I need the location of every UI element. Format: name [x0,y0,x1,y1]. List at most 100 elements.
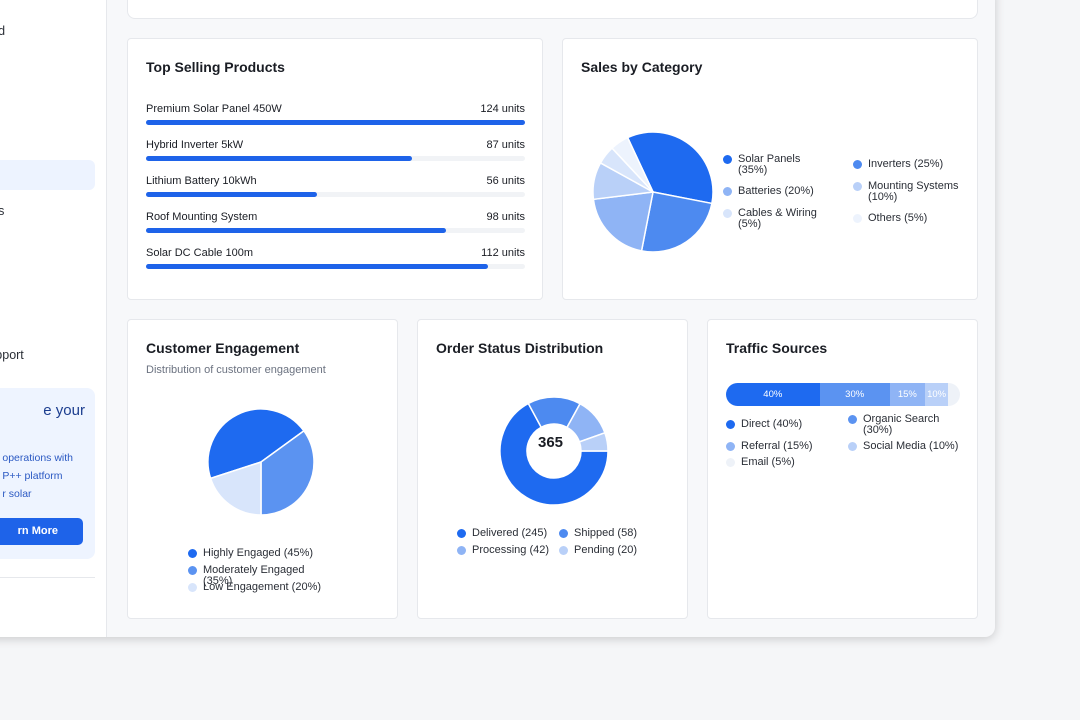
legend-label: Others (5%) [868,212,928,224]
sidebar-item-messages[interactable]: ges [0,232,95,262]
legend-label: Shipped (58) [574,527,637,539]
pie-slice [640,191,713,253]
sidebar-item-label: oard [0,24,6,38]
legend-dot [726,442,735,451]
product-name: Premium Solar Panel 450W [146,103,282,115]
traffic-segment: 40% [726,383,820,406]
card-title: Top Selling Products [146,59,285,75]
legend-dot [723,209,732,218]
legend-dot [188,549,197,558]
traffic-segment: 15% [889,383,925,406]
product-units: 112 units [481,247,525,259]
traffic-segment [948,383,960,406]
donut-total: 365 [538,434,564,451]
legend-dot [853,214,862,223]
legend-dot [848,415,857,424]
legend-dot [188,583,197,592]
legend-label: Direct (40%) [741,418,803,430]
learn-more-button[interactable]: rn More [0,518,83,545]
sidebar-item-products[interactable]: cts [0,52,95,82]
product-bar-track [146,228,525,233]
product-units: 87 units [486,139,525,151]
traffic-stacked-bar: 40% 30% 15% 10% [726,383,960,406]
product-row: Hybrid Inverter 5kW 87 units [146,139,525,169]
pie-slice [592,191,654,252]
card-title: Traffic Sources [726,340,828,356]
top-card [127,0,978,19]
sales-pie-chart [592,131,714,253]
pie-slice [209,460,262,516]
legend-dot [853,160,862,169]
legend-dot [559,546,568,555]
order-donut-chart [499,396,609,506]
legend-label: Processing (42) [472,544,550,556]
product-name: Solar DC Cable 100m [146,247,253,259]
product-bar [146,228,446,233]
legend-label: Moderately Engaged (35%) [203,564,305,587]
logout-link[interactable]: ut [0,602,8,614]
legend-dot [457,529,466,538]
legend-dot [559,529,568,538]
legend-label: Referral (15%) [741,440,813,452]
sidebar: oard cts ory s cs ners ges gs Support e your ope… [0,0,107,637]
legend-label: Inverters (25%) [868,158,944,170]
product-bar [146,156,412,161]
product-row: Roof Mounting System 98 units [146,211,525,241]
product-bar [146,120,525,125]
engagement-card: Customer Engagement Distribution of cust… [127,319,398,619]
sidebar-divider [0,577,95,578]
pie-slice [611,136,654,193]
legend-label: Pending (20) [574,544,637,556]
legend-label: Mounting Systems (10%) [868,180,959,203]
product-bar-track [146,156,525,161]
product-bar [146,264,489,269]
product-row: Lithium Battery 10kWh 56 units [146,175,525,205]
sidebar-item-inventory[interactable]: ory [0,88,95,118]
card-subtitle: Distribution of customer engagement [146,364,326,376]
engagement-pie-chart [207,408,315,516]
legend-label: Batteries (20%) [738,185,814,197]
product-row: Premium Solar Panel 450W 124 units [146,103,525,133]
legend-dot [726,458,735,467]
product-name: Lithium Battery 10kWh [146,175,257,187]
legend-dot [723,155,732,164]
promo-title: e your [43,402,85,419]
sidebar-item-dashboard[interactable]: oard [0,16,95,46]
sidebar-item-settings[interactable]: gs [0,304,95,334]
card-title: Sales by Category [581,59,703,75]
legend-label: Social Media (10%) [863,440,959,452]
legend-label: Low Engagement (20%) [203,581,322,593]
legend-label: Highly Engaged (45%) [203,547,314,559]
order-status-card: Order Status Distribution 365 Delivered … [417,319,688,619]
product-bar [146,192,318,197]
sidebar-item-customers[interactable]: ners [0,196,95,226]
product-units: 98 units [486,211,525,223]
legend-dot [723,187,732,196]
promo-card: e your operations with P++ platform r so… [0,388,95,559]
pie-slice [207,408,305,480]
product-bar-track [146,120,525,125]
legend-label: Organic Search (30%) [863,413,940,436]
legend-dot [188,566,197,575]
sidebar-item-orders[interactable]: s [0,124,95,154]
product-units: 124 units [480,103,525,115]
legend-label: Delivered (245) [472,527,548,539]
card-title: Customer Engagement [146,340,300,356]
product-bar-track [146,192,525,197]
legend-label: Email (5%) [741,456,795,468]
legend-dot [457,546,466,555]
traffic-segment: 10% [924,383,949,406]
pie-slice [499,402,609,506]
legend-dot [726,420,735,429]
top-selling-card: Top Selling Products Premium Solar Panel… [127,38,543,300]
traffic-segment: 30% [819,383,890,406]
sidebar-item-analytics[interactable]: cs [0,160,95,190]
legend-dot [848,442,857,451]
sidebar-item-help-support[interactable]: Support [0,340,95,370]
pie-slice [260,429,315,516]
card-title: Order Status Distribution [436,340,604,356]
sales-category-card: Sales by Category Solar Panels (35%) Inve… [562,38,978,300]
traffic-card: Traffic Sources 40% 30% 15% 10% Direct (40%… [707,319,978,619]
product-name: Roof Mounting System [146,211,258,223]
pie-slice [626,131,714,205]
